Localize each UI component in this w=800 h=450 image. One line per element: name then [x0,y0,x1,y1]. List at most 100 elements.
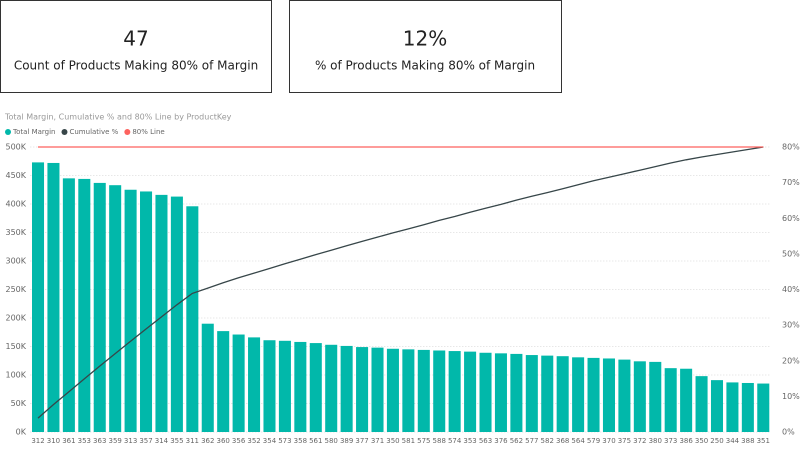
x-tick-label: 562 [510,437,523,445]
y2-tick-label: 20% [782,356,800,365]
bar [47,162,60,432]
y-tick-label: 50K [11,399,27,408]
x-tick-label: 313 [124,437,137,445]
bar [263,340,276,432]
card-label: % of Products Making 80% of Margin [315,59,535,73]
y2-tick-label: 80% [782,143,800,152]
bar [433,350,446,432]
y2-tick-label: 40% [782,285,800,294]
x-tick-label: 580 [325,437,338,445]
y2-tick-label: 50% [782,249,800,258]
x-tick-label: 368 [556,437,569,445]
bar [510,353,523,432]
bar [232,334,245,432]
bar [371,347,384,432]
x-tick-label: 355 [170,437,183,445]
bar [695,376,708,432]
y2-tick-label: 0% [782,428,795,437]
x-tick-label: 361 [62,437,75,445]
bar [78,178,91,432]
y-tick-label: 0K [16,428,27,437]
bar [248,337,261,432]
x-tick-label: 363 [93,437,106,445]
bar [278,340,291,432]
x-tick-label: 563 [479,437,492,445]
bar [448,351,461,432]
x-tick-label: 353 [78,437,91,445]
x-tick-label: 376 [494,437,508,445]
bar [572,357,585,432]
bar [186,206,199,432]
x-tick-label: 373 [664,437,677,445]
x-tick-label: 362 [201,437,214,445]
bar [170,196,183,432]
bar [464,351,477,432]
x-tick-label: 350 [695,437,708,445]
bar [649,361,662,432]
x-tick-label: 377 [355,437,368,445]
x-tick-label: 389 [340,437,353,445]
y-tick-label: 450K [5,171,26,180]
bar [741,382,754,432]
y-tick-label: 300K [5,257,26,266]
x-tick-label: 380 [649,437,662,445]
bar [525,355,538,432]
legend-marker [61,129,68,135]
y2-tick-label: 30% [782,321,800,330]
x-tick-label: 577 [525,437,538,445]
bar [31,162,45,432]
x-tick-label: 354 [263,437,277,445]
bar [340,345,353,432]
x-tick-label: 310 [47,437,60,445]
bar [140,191,153,432]
y2-tick-label: 10% [782,392,800,401]
bar [109,185,122,432]
legend-label: Total Margin [12,128,55,136]
x-tick-label: 370 [602,437,615,445]
bar [417,349,430,432]
x-tick-label: 581 [402,437,415,445]
x-tick-label: 375 [618,437,631,445]
x-tick-label: 353 [463,437,476,445]
chart-title: Total Margin, Cumulative % and 80% Line … [4,113,232,122]
x-tick-label: 311 [186,437,199,445]
card [0,0,272,93]
bar [757,383,770,432]
x-tick-label: 357 [139,437,152,445]
x-tick-label: 573 [278,437,291,445]
x-tick-label: 352 [247,437,260,445]
x-tick-label: 371 [371,437,384,445]
bar [201,323,214,432]
bar [93,182,106,432]
x-tick-label: 579 [587,437,600,445]
legend-label: 80% Line [132,128,164,136]
y-tick-label: 500K [5,143,26,152]
y-tick-label: 350K [5,228,26,237]
line [37,146,764,419]
bar [402,349,415,432]
bar [325,344,338,432]
bar [664,368,677,432]
bar [309,343,322,432]
x-tick-label: 250 [710,437,723,445]
bar [556,356,569,432]
bar [618,359,631,432]
x-tick-label: 588 [433,437,446,445]
x-tick-label: 358 [294,437,307,445]
y-tick-label: 200K [5,314,26,323]
bar [356,347,369,432]
x-tick-label: 314 [155,437,169,445]
bar [587,357,600,432]
y-tick-label: 100K [5,371,26,380]
bar [710,380,724,432]
bar [479,352,492,432]
y2-tick-label: 60% [782,214,800,223]
x-tick-label: 582 [541,437,554,445]
bar [124,189,137,432]
bar [541,355,554,432]
bar [155,194,168,432]
bar [294,341,307,432]
x-tick-label: 574 [448,437,462,445]
bar [494,353,507,432]
bar [633,361,646,432]
